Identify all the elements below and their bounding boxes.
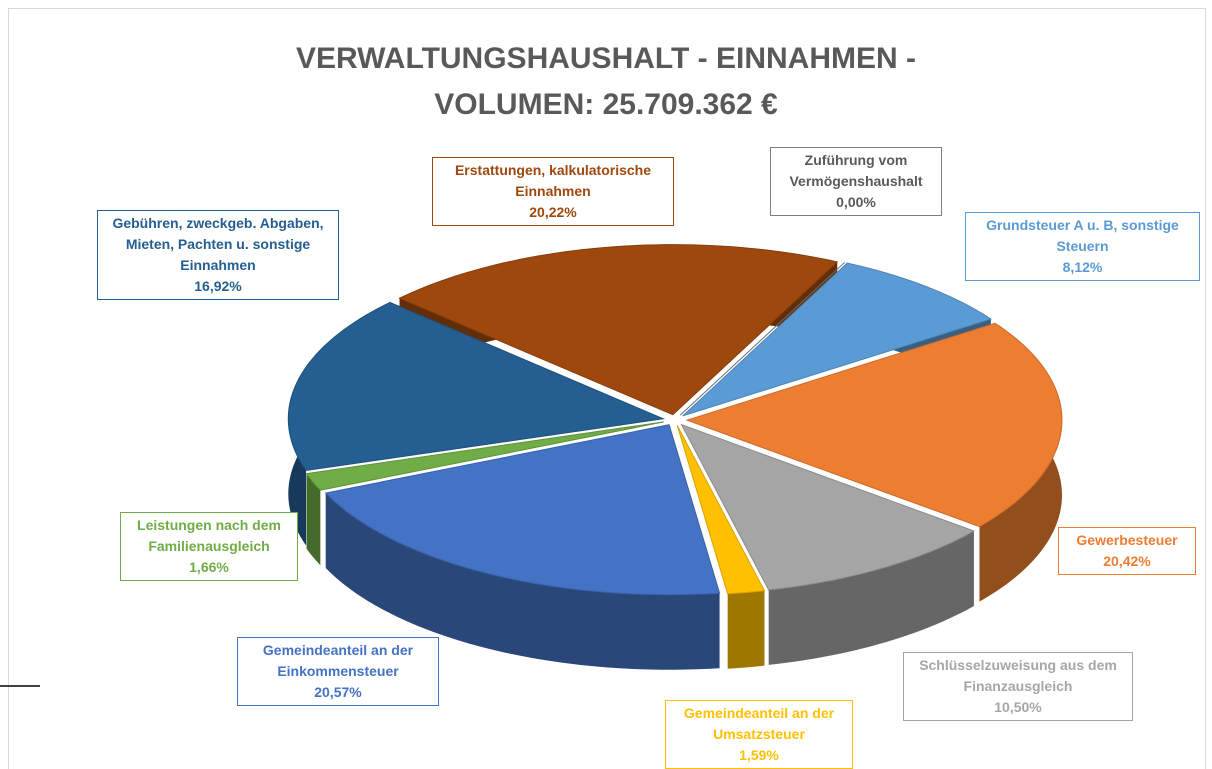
label-name: Schlüsselzuweisung aus dem Finanzausglei…: [919, 657, 1117, 694]
label-name: Zuführung vom Vermögenshaushalt: [789, 152, 923, 189]
pie-slice: [679, 261, 845, 416]
data-label: Schlüsselzuweisung aus dem Finanzausglei…: [903, 652, 1133, 721]
chart-title: VERWALTUNGSHAUSHALT - EINNAHMEN - VOLUME…: [296, 42, 916, 121]
pie-slice: [682, 262, 993, 417]
label-value: 10,50%: [994, 699, 1042, 715]
label-name: Gemeindeanteil an der Umsatzsteuer: [683, 705, 835, 742]
data-label: Leistungen nach dem Familienausgleich 1,6…: [120, 512, 298, 581]
pie-slice: [676, 425, 766, 595]
chart-frame: [8, 8, 1206, 769]
label-name: Erstattungen, kalkulatorische Einnahmen: [454, 162, 652, 199]
label-name: Leistungen nach dem Familienausgleich: [137, 517, 281, 554]
pie-tops: [287, 244, 1063, 596]
label-value: 20,22%: [529, 204, 577, 220]
pie-slice: [287, 301, 666, 472]
label-value: 0,00%: [836, 194, 876, 210]
pie-slice-side: [306, 473, 321, 566]
data-label: Gebühren, zweckgeb. Abgaben, Mieten, Pac…: [97, 210, 339, 300]
data-label: Gemeindeanteil an der Einkommensteuer 20,…: [237, 637, 439, 706]
data-label: Gemeindeanteil an der Umsatzsteuer 1,59%: [665, 700, 853, 769]
pie-slice: [398, 244, 839, 416]
label-value: 16,92%: [194, 278, 242, 294]
data-label: Erstattungen, kalkulatorische Einnahmen 2…: [432, 157, 674, 226]
pie-slice: [680, 423, 976, 591]
data-label: Grundsteuer A u. B, sonstige Steuern 8,12…: [965, 212, 1200, 281]
label-value: 8,12%: [1062, 259, 1103, 275]
data-label: Gewerbesteuer 20,42%: [1058, 527, 1196, 575]
label-value: 20,42%: [1103, 553, 1151, 569]
pie-slice: [324, 424, 721, 596]
label-name: Grundsteuer A u. B, sonstige Steuern: [986, 217, 1179, 254]
label-name: Gebühren, zweckgeb. Abgaben, Mieten, Pac…: [112, 215, 324, 273]
label-value: 1,66%: [189, 559, 229, 575]
label-value: 20,57%: [314, 684, 362, 700]
pie-slice: [685, 322, 1063, 528]
label-name: Gemeindeanteil an der Einkommensteuer: [262, 642, 414, 679]
data-label: Zuführung vom Vermögenshaushalt 0,00%: [770, 147, 942, 216]
label-name: Gewerbesteuer: [1076, 532, 1178, 548]
label-value: 1,59%: [739, 747, 779, 763]
pie-slice-side: [768, 530, 974, 665]
pie-slice: [305, 421, 664, 491]
pie-slice-side: [727, 590, 765, 669]
